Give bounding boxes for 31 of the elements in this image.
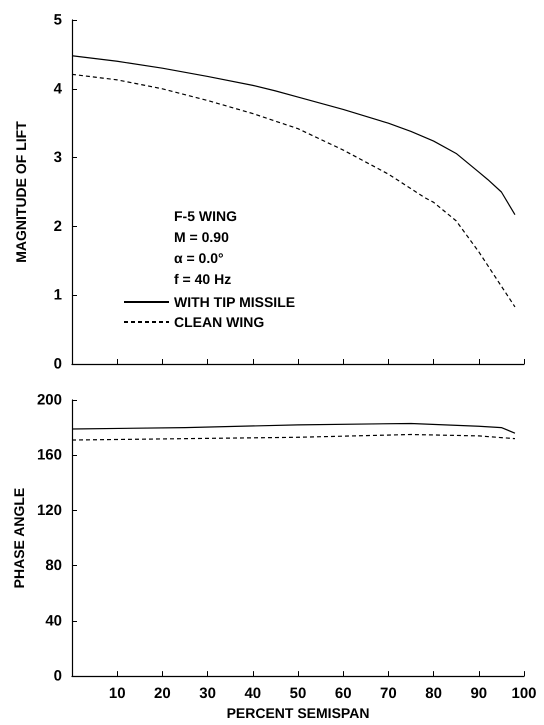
y-tick-label: 1 [54, 286, 62, 304]
y-axis-title: PHASE ANGLE [11, 488, 28, 588]
legend-label: CLEAN WING [174, 314, 264, 330]
x-tick-label: 100 [511, 685, 537, 702]
x-tick-label: 70 [380, 685, 397, 702]
y-tick-label: 0 [54, 356, 62, 372]
x-tick-label: 50 [290, 685, 306, 702]
annotation: M = 0.90 [174, 229, 230, 245]
annotation: α = 0.0° [174, 250, 224, 266]
y-tick-label: 2 [54, 218, 62, 235]
y-tick-label: 160 [36, 446, 62, 464]
x-tick-label: 20 [154, 685, 171, 702]
x-tick-label: 90 [470, 685, 488, 702]
x-tick-label: 80 [425, 685, 442, 702]
y-axis-title: MAGNITUDE OF LIFT [13, 120, 29, 263]
legend-label: WITH TIP MISSILE [174, 294, 296, 310]
y-tick-label: 200 [36, 392, 62, 408]
y-tick-label: 120 [36, 502, 62, 519]
y-tick-label: 40 [45, 612, 62, 630]
x-tick-label: 30 [199, 685, 216, 702]
x-axis-title: PERCENT SEMISPAN [226, 705, 370, 721]
x-tick-label: 10 [108, 685, 126, 702]
y-tick-label: 4 [54, 80, 63, 98]
y-tick-label: 0 [54, 668, 62, 685]
annotation: F-5 WING [174, 208, 238, 224]
x-tick-label: 40 [244, 685, 262, 702]
x-tick-label: 60 [334, 685, 352, 702]
y-tick-label: 3 [54, 149, 62, 166]
y-tick-label: 5 [54, 12, 62, 28]
y-tick-label: 80 [45, 557, 62, 574]
annotation: f = 40 Hz [174, 271, 232, 287]
